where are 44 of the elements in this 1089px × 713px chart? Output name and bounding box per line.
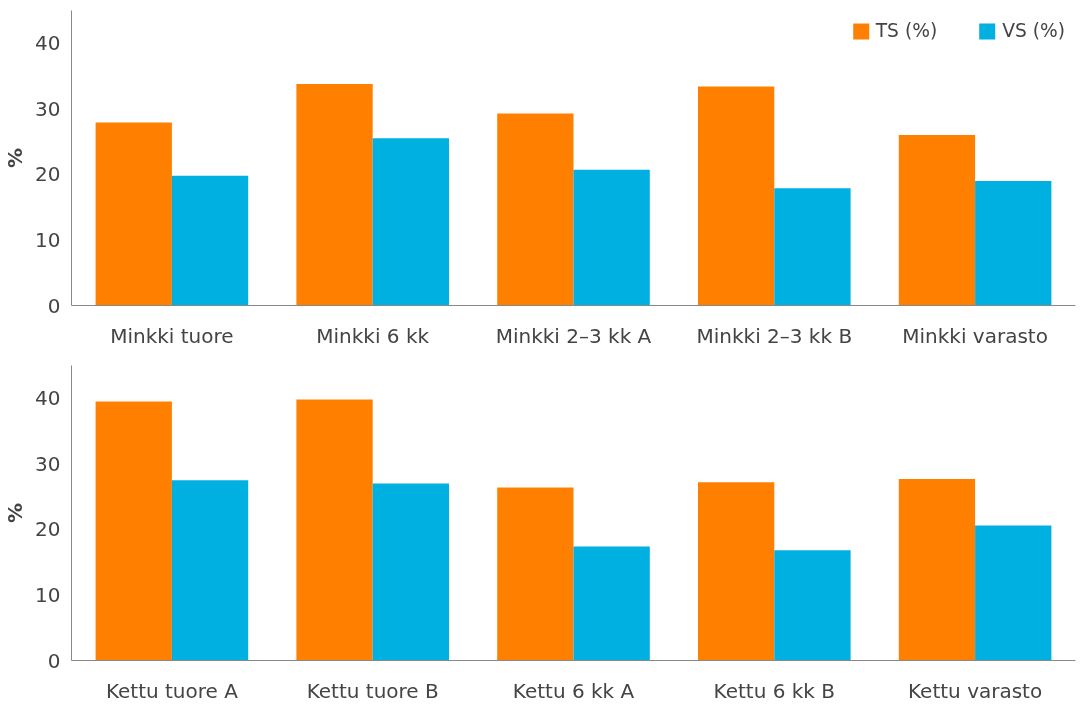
y-tick-label: 30 [35, 96, 61, 121]
bar [296, 399, 373, 661]
bar [95, 122, 172, 306]
bar [573, 546, 650, 661]
bar [698, 482, 775, 661]
y-tick-label: 20 [35, 517, 61, 542]
bar [573, 169, 650, 306]
x-tick-label: Kettu 6 kk B [713, 678, 836, 703]
bar [774, 550, 851, 661]
bar [372, 483, 449, 661]
y-tick-label: 0 [47, 293, 61, 318]
bar [95, 401, 172, 661]
bar [975, 525, 1052, 661]
x-tick-label: Minkki varasto [902, 323, 1048, 348]
y-axis-title: % [3, 147, 28, 169]
bar [898, 135, 976, 306]
y-tick-label: 10 [35, 582, 61, 607]
bar [497, 113, 574, 306]
bar [372, 138, 449, 306]
y-axis-title: % [3, 502, 28, 524]
bar [171, 175, 249, 306]
y-tick-label: 40 [35, 386, 61, 411]
bar [774, 188, 851, 306]
legend-label: VS (%) [1002, 20, 1065, 41]
bar [698, 86, 775, 306]
x-tick-label: Kettu tuore A [105, 678, 239, 703]
legend-label: TS (%) [875, 20, 938, 41]
x-tick-label: Kettu varasto [908, 678, 1043, 703]
x-tick-label: Minkki 2–3 kk A [495, 323, 652, 348]
bar [171, 480, 249, 661]
y-tick-label: 40 [35, 31, 61, 56]
bar [497, 487, 574, 661]
bar [296, 83, 373, 306]
y-tick-label: 30 [35, 451, 61, 476]
bar [975, 180, 1052, 306]
y-tick-label: 10 [35, 227, 61, 252]
x-tick-label: Minkki tuore [110, 323, 234, 348]
x-tick-label: Kettu tuore B [306, 678, 439, 703]
bar [898, 478, 976, 661]
y-tick-label: 0 [47, 648, 61, 673]
y-tick-label: 20 [35, 162, 61, 187]
x-tick-label: Minkki 2–3 kk B [696, 323, 853, 348]
x-tick-label: Kettu 6 kk A [512, 678, 635, 703]
x-tick-label: Minkki 6 kk [316, 323, 430, 348]
